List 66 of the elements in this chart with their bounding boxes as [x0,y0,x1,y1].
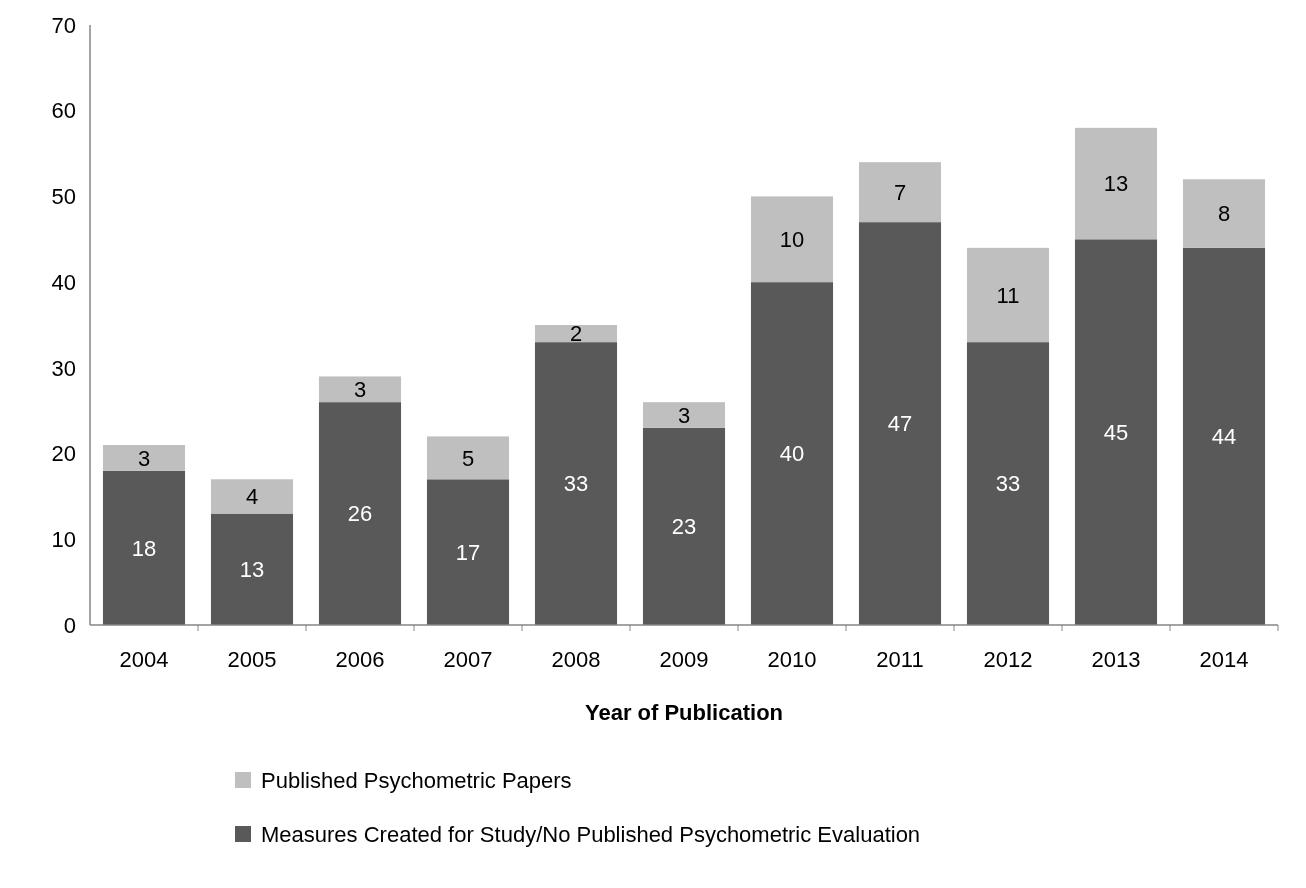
bar [534,342,618,625]
y-tick-label: 10 [51,526,76,552]
x-tick-label: 2007 [443,647,493,672]
data-label: 18 [131,535,157,561]
legend-label: Measures Created for Study/No Published Psychometric Evaluation [261,821,921,847]
data-label: 26 [347,501,373,527]
data-label: 3 [137,445,151,471]
y-tick-label: 0 [63,612,76,638]
data-label: 33 [995,471,1021,497]
y-tick-label: 40 [51,269,76,295]
x-axis-title: Year of Publication [584,700,784,725]
bar [642,402,726,428]
data-label: 23 [671,514,697,540]
x-tick-label: 2010 [767,647,817,672]
data-label: 3 [677,402,691,428]
x-tick-label: 2005 [227,647,277,672]
x-tick-label: 2011 [876,647,924,672]
x-tick-label: 2006 [335,647,385,672]
data-label: 47 [887,411,913,437]
x-tick-label: 2013 [1091,647,1141,672]
data-label: 5 [461,445,475,471]
data-label: 10 [779,226,805,252]
data-label: 8 [1217,201,1231,227]
y-tick-label: 60 [51,98,76,124]
bar [102,470,186,625]
x-tick-label: 2012 [983,647,1033,672]
bar [1182,247,1266,625]
bar [750,282,834,625]
data-label: 2 [569,321,583,347]
data-label: 45 [1103,419,1129,445]
bar [426,436,510,480]
x-tick-label: 2014 [1199,647,1249,672]
y-tick-label: 30 [51,355,76,381]
y-tick-label: 20 [51,441,76,467]
bar [534,325,618,343]
data-label: 13 [1103,171,1129,197]
bar [210,479,294,514]
bar [858,162,942,223]
bar [642,427,726,625]
data-label: 17 [455,539,481,565]
x-tick-label: 2008 [551,647,601,672]
data-label: 4 [245,484,259,510]
bar [210,513,294,625]
bar [966,342,1050,625]
y-tick-label: 50 [51,184,76,210]
data-label: 44 [1211,424,1237,450]
data-label: 3 [353,376,367,402]
data-label: 11 [996,282,1020,308]
data-label: 13 [239,556,265,582]
bar [1074,127,1158,240]
bar [858,222,942,625]
data-label: 40 [779,441,805,467]
x-tick-label: 2009 [659,647,709,672]
y-tick-label: 70 [51,12,76,38]
bar [750,196,834,283]
bar [966,247,1050,343]
x-tick-label: 2004 [119,647,169,672]
data-label: 33 [563,471,589,497]
data-label: 7 [893,179,907,205]
bar [426,479,510,625]
legend-label: Published Psychometric Papers [261,767,572,793]
bar [318,376,402,403]
bar [1074,239,1158,625]
bar [102,445,186,471]
bar [1182,179,1266,248]
bar [318,402,402,625]
